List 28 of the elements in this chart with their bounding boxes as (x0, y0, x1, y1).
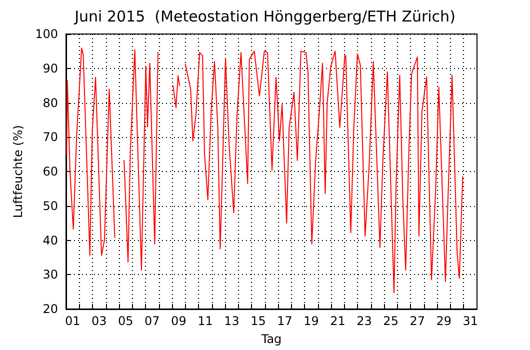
x-tick-label: 27 (410, 314, 425, 328)
y-tick-label: 40 (42, 233, 58, 248)
y-tick-label: 60 (42, 164, 58, 178)
x-tick-label: 29 (436, 314, 452, 328)
chart-title: Juni 2015 (Meteostation Hönggerberg/ETH Zürich) (74, 8, 456, 26)
x-tick-label: 25 (383, 314, 398, 328)
x-tick-label: 23 (356, 314, 372, 328)
y-tick-label: 50 (42, 198, 58, 213)
x-tick-label: 31 (462, 314, 478, 328)
x-tick-label: 13 (224, 314, 240, 328)
x-tick-label: 21 (330, 314, 346, 328)
x-tick-label: 09 (171, 314, 186, 328)
x-axis-title: Tag (260, 332, 282, 346)
x-tick-label: 07 (144, 314, 160, 328)
x-tick-label: 19 (304, 314, 319, 328)
y-tick-label: 80 (42, 96, 58, 110)
y-tick-label: 30 (42, 268, 58, 282)
x-tick-label: 15 (250, 314, 266, 328)
x-tick-label: 05 (118, 314, 134, 328)
y-axis-title: Luftfeuchte (%) (11, 125, 26, 218)
y-tick-label: 20 (42, 302, 58, 316)
x-tick-label: 01 (64, 314, 80, 328)
x-tick-label: 11 (198, 314, 213, 328)
x-tick-label: 03 (92, 314, 107, 328)
y-tick-label: 90 (42, 61, 58, 76)
x-tick-label: 17 (277, 314, 292, 328)
y-tick-label: 100 (35, 27, 58, 41)
y-tick-label: 70 (42, 130, 58, 144)
